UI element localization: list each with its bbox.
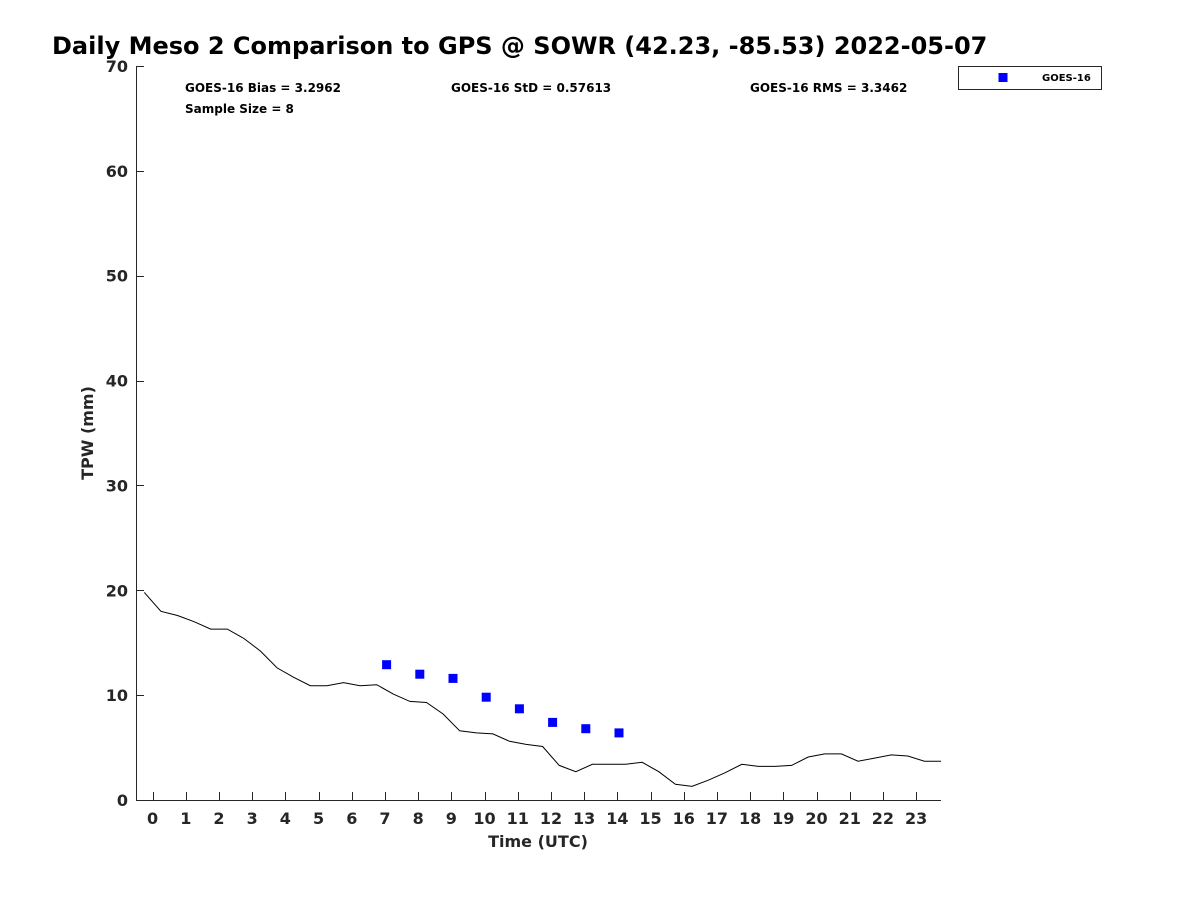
x-tick-label: 9: [446, 809, 457, 828]
y-tick-label: 70: [106, 57, 128, 76]
goes16-point: [514, 704, 524, 714]
x-tick-label: 13: [573, 809, 595, 828]
y-tick-label: 10: [106, 686, 128, 705]
x-tick-label: 12: [540, 809, 562, 828]
goes16-point: [448, 673, 458, 683]
legend-marker-goes16: [998, 73, 1008, 82]
x-tick-label: 19: [772, 809, 794, 828]
x-tick-label: 18: [739, 809, 761, 828]
gps-tpw-line: [143, 592, 941, 787]
goes16-point: [581, 724, 591, 734]
goes16-point: [614, 728, 624, 738]
x-tick-label: 20: [805, 809, 827, 828]
x-tick-label: 23: [905, 809, 927, 828]
y-tick-label: 30: [106, 476, 128, 495]
x-tick-label: 1: [180, 809, 191, 828]
axes: [136, 66, 941, 801]
x-tick-label: 2: [213, 809, 224, 828]
y-tick-label: 0: [117, 791, 128, 810]
x-tick-label: 3: [247, 809, 258, 828]
x-tick-label: 21: [839, 809, 861, 828]
goes16-point: [481, 692, 491, 702]
legend-label-goes16: GOES-16: [1042, 73, 1091, 84]
std-stat: GOES-16 StD = 0.57613: [451, 81, 611, 95]
y-axis-label: TPW (mm): [78, 386, 97, 480]
goes16-point: [548, 717, 558, 727]
x-tick-label: 15: [639, 809, 661, 828]
sample-size-stat: Sample Size = 8: [185, 102, 294, 116]
y-tick-label: 50: [106, 267, 128, 286]
bias-stat: GOES-16 Bias = 3.2962: [185, 81, 341, 95]
y-tick-label: 40: [106, 372, 128, 391]
x-tick-label: 5: [313, 809, 324, 828]
x-tick-label: 14: [606, 809, 628, 828]
x-tick-label: 7: [379, 809, 390, 828]
x-tick-label: 22: [872, 809, 894, 828]
x-tick-label: 4: [280, 809, 291, 828]
x-tick-label: 0: [147, 809, 158, 828]
goes16-point: [382, 660, 392, 670]
x-tick-label: 6: [346, 809, 357, 828]
x-tick-label: 17: [706, 809, 728, 828]
legend: GOES-16: [958, 66, 1102, 90]
x-tick-label: 8: [413, 809, 424, 828]
y-tick-label: 20: [106, 581, 128, 600]
goes16-series: [382, 660, 624, 738]
rms-stat: GOES-16 RMS = 3.3462: [750, 81, 907, 95]
chart-title: Daily Meso 2 Comparison to GPS @ SOWR (4…: [52, 32, 987, 60]
goes16-point: [415, 669, 425, 679]
y-tick-label: 60: [106, 162, 128, 181]
x-tick-label: 10: [473, 809, 495, 828]
legend-box: [958, 66, 1102, 90]
gps-series: [143, 592, 941, 787]
x-tick-label: 11: [507, 809, 529, 828]
x-tick-label: 16: [673, 809, 695, 828]
x-axis-label: Time (UTC): [488, 832, 588, 851]
